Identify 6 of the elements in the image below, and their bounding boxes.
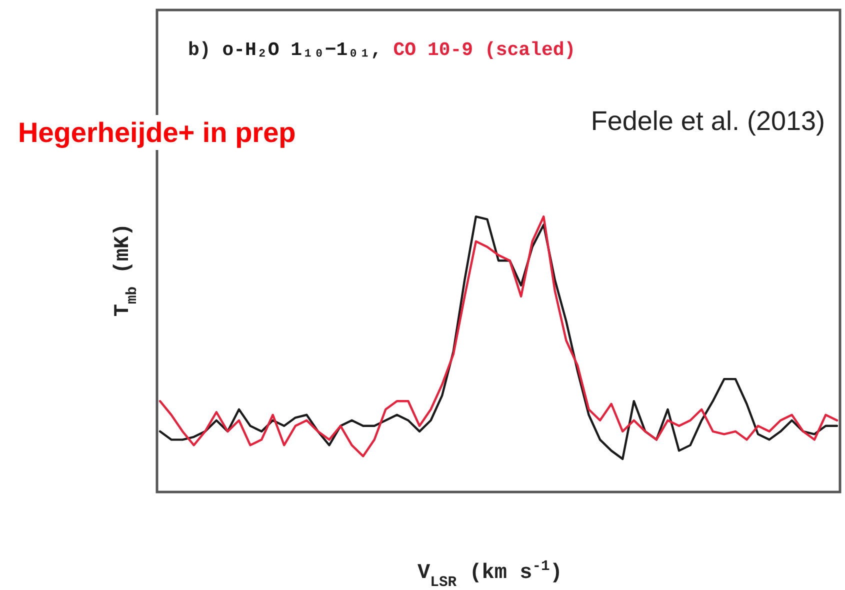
text: Hegerheijde+ in prep bbox=[18, 117, 296, 148]
text: Fedele et al. (2013) bbox=[590, 106, 825, 136]
text: CO 10-9 (scaled) bbox=[393, 39, 576, 61]
text: o-H₂O 1₁₀−1₀₁, bbox=[222, 39, 382, 61]
chart-title: b) bbox=[188, 39, 211, 61]
x-axis-title: V$_{LSR}$ (km s$^{-1}$) bbox=[418, 559, 562, 590]
